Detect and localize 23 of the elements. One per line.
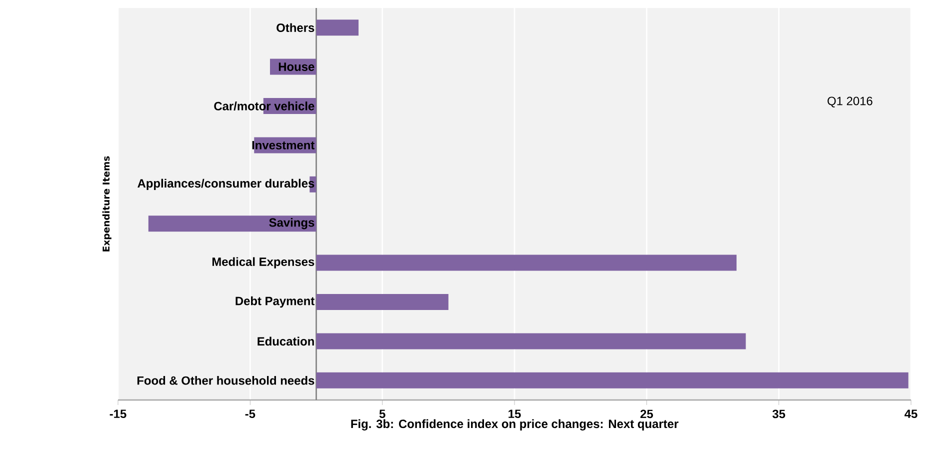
bar	[316, 254, 737, 271]
x-tick-label: 5	[379, 410, 386, 418]
x-tick-label: 35	[772, 410, 786, 418]
y-axis-title: Expenditure Items	[102, 156, 112, 252]
x-tick-label: 15	[508, 410, 521, 418]
annotation: Q1 2016	[828, 96, 872, 108]
y-tick-label: Food & Other household needs	[137, 376, 314, 385]
x-tick-label: -5	[245, 410, 256, 418]
bar	[316, 294, 448, 310]
x-axis-title: Fig. 3b: Confidence index on price changes: Next quarter	[351, 419, 678, 431]
x-tick-label: -15	[110, 410, 126, 418]
y-tick-label: Others	[276, 23, 314, 32]
bar	[148, 216, 316, 232]
bar	[316, 372, 908, 388]
bar	[316, 20, 359, 36]
y-tick-label: Savings	[269, 218, 314, 230]
y-tick-label: Debt Payment	[236, 296, 314, 308]
x-tick-label: 45	[904, 410, 918, 418]
y-tick-label: House	[278, 62, 314, 71]
y-tick-label: Medical Expenses	[212, 257, 314, 268]
y-tick-label: Education	[258, 336, 314, 346]
bar	[316, 333, 746, 350]
x-tick-label: 25	[640, 410, 653, 418]
